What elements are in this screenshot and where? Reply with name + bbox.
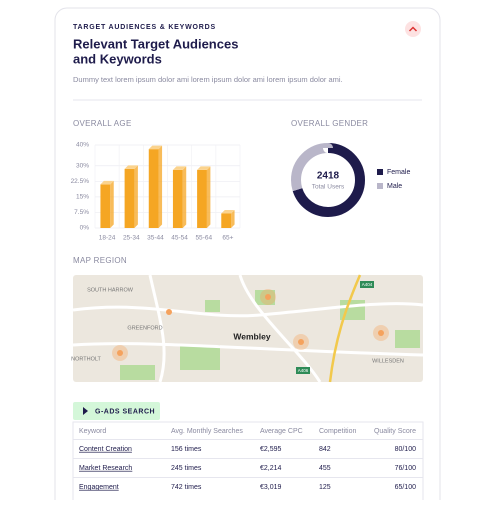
table-cell: 156 times bbox=[171, 446, 202, 453]
column-header: Competition bbox=[319, 428, 356, 435]
bar-top bbox=[100, 180, 114, 185]
bar-side bbox=[158, 145, 163, 228]
table-cell: €3,019 bbox=[260, 484, 282, 491]
table-cell: €2,214 bbox=[260, 465, 282, 472]
legend-label: Female bbox=[387, 169, 410, 176]
x-tick-label: 45-54 bbox=[171, 235, 188, 242]
description: Dummy text lorem ipsum dolor ami lorem i… bbox=[73, 75, 343, 84]
map-label: GREENFORD bbox=[127, 325, 162, 331]
bar-side bbox=[206, 166, 211, 228]
bar bbox=[148, 145, 163, 228]
map bbox=[72, 274, 424, 383]
bar bbox=[100, 180, 114, 228]
table-cell: 76/100 bbox=[395, 465, 417, 472]
bar-side bbox=[231, 209, 235, 228]
bar-front bbox=[148, 149, 159, 228]
column-header: Avg. Monthly Searches bbox=[171, 428, 243, 435]
table-cell: 742 times bbox=[171, 484, 202, 491]
bar-top bbox=[197, 166, 211, 170]
bar-top bbox=[124, 165, 138, 169]
y-tick-label: 15% bbox=[76, 194, 89, 201]
bar-front bbox=[100, 184, 111, 228]
x-tick-label: 18-24 bbox=[99, 235, 116, 242]
collapse-button[interactable] bbox=[405, 21, 421, 37]
tab-icon bbox=[83, 407, 88, 415]
table-cell: 125 bbox=[319, 484, 331, 491]
title: Relevant Target Audiences bbox=[73, 36, 238, 51]
bar-front bbox=[221, 213, 232, 228]
keyword-link[interactable]: Market Research bbox=[79, 465, 132, 472]
bar bbox=[124, 165, 138, 228]
section-title: MAP REGION bbox=[73, 256, 127, 265]
table-cell: 842 bbox=[319, 446, 331, 453]
table-cell: 80/100 bbox=[395, 446, 417, 453]
x-tick-label: 65+ bbox=[222, 235, 233, 242]
road-label: A404 bbox=[362, 282, 373, 287]
bar bbox=[221, 209, 235, 228]
tab-button[interactable] bbox=[73, 402, 160, 420]
bar bbox=[172, 166, 187, 228]
bar-side bbox=[110, 180, 114, 228]
chevron-icon bbox=[408, 26, 418, 32]
bar bbox=[197, 166, 211, 228]
table-cell: 245 times bbox=[171, 465, 202, 472]
bar-front bbox=[172, 169, 183, 228]
y-tick-label: 22.5% bbox=[71, 178, 90, 185]
donut-total: 2418 bbox=[317, 171, 340, 182]
map-label: WILLESDEN bbox=[372, 358, 404, 364]
map-label: NORTHOLT bbox=[71, 356, 101, 362]
table-cell: 455 bbox=[319, 465, 331, 472]
section-title: OVERALL AGE bbox=[73, 119, 132, 128]
y-tick-label: 7.5% bbox=[74, 209, 89, 216]
bar-front bbox=[124, 168, 135, 228]
road-label: A406 bbox=[298, 368, 309, 373]
y-tick-label: 0% bbox=[80, 225, 90, 232]
y-tick-label: 30% bbox=[76, 162, 89, 169]
section-title: OVERALL GENDER bbox=[291, 119, 368, 128]
table-cell: 65/100 bbox=[395, 484, 417, 491]
column-header: Quality Score bbox=[374, 428, 416, 435]
table-frame bbox=[72, 421, 424, 505]
bar-front bbox=[197, 169, 207, 228]
bar-side bbox=[182, 166, 187, 228]
tab-label: G-ADS SEARCH bbox=[95, 408, 155, 415]
bar-top bbox=[221, 209, 235, 214]
title: and Keywords bbox=[73, 51, 162, 66]
bar-side bbox=[134, 165, 138, 228]
column-header: Keyword bbox=[79, 428, 106, 435]
bar-top bbox=[172, 166, 187, 170]
column-header: Average CPC bbox=[260, 428, 303, 435]
keyword-link[interactable]: Engagement bbox=[79, 484, 119, 491]
donut-segment bbox=[291, 143, 365, 217]
legend-swatch bbox=[377, 169, 383, 175]
donut-total-label: Total Users bbox=[312, 184, 345, 191]
x-tick-label: 55-64 bbox=[195, 235, 212, 242]
x-tick-label: 25-34 bbox=[123, 235, 140, 242]
x-tick-label: 35-44 bbox=[147, 235, 164, 242]
map-label: Wembley bbox=[233, 331, 270, 341]
header-label: TARGET AUDIENCES & KEYWORDS bbox=[73, 24, 216, 31]
legend-label: Male bbox=[387, 183, 402, 190]
bar-top bbox=[148, 145, 163, 150]
table-cell: €2,595 bbox=[260, 446, 282, 453]
map-label: SOUTH HARROW bbox=[87, 287, 134, 293]
legend-swatch bbox=[377, 183, 383, 189]
y-tick-label: 40% bbox=[76, 142, 89, 149]
keyword-link[interactable]: Content Creation bbox=[79, 446, 132, 453]
